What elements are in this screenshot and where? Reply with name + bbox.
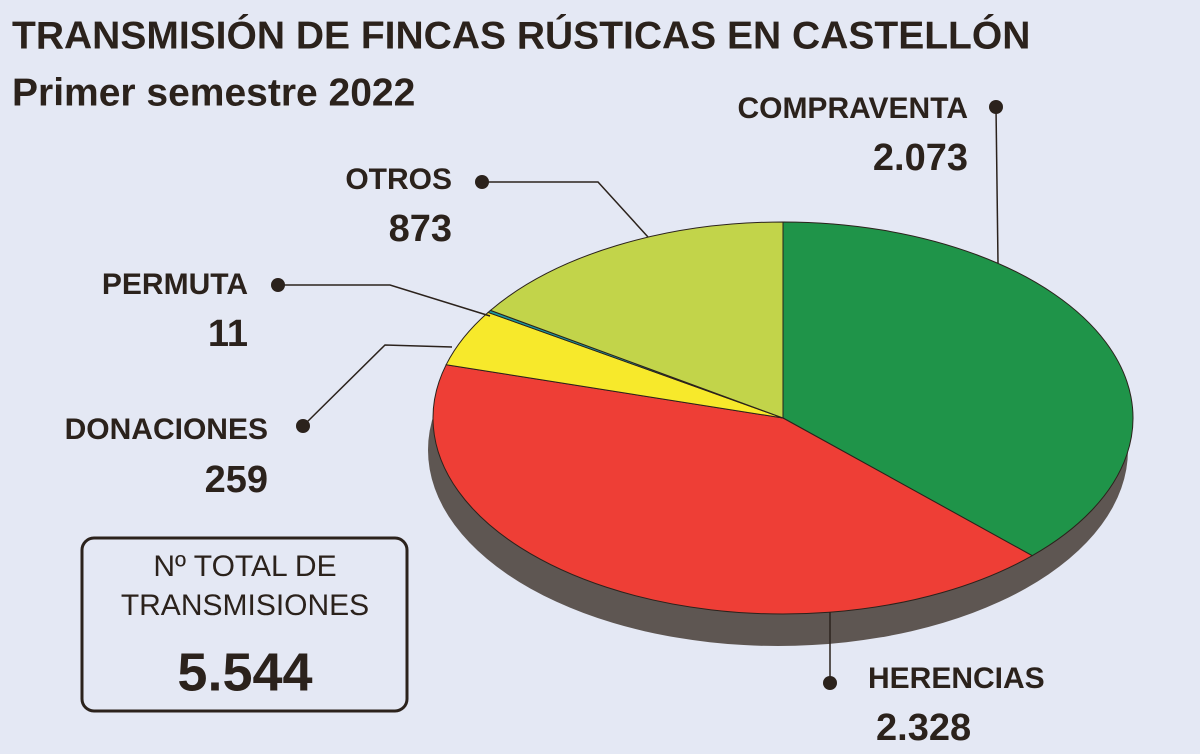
leader-line [302,344,453,427]
value-label: 11 [208,313,248,355]
pie-slice [782,221,1134,557]
leader-dot [271,278,285,292]
leader-dot [823,676,837,690]
value-label: 259 [205,459,268,501]
value-label: 2.073 [873,137,968,179]
value-label: 873 [389,208,452,250]
slice-label: COMPRAVENTA [737,92,968,125]
slice-label: OTROS [345,163,452,196]
chart-subtitle: Primer semestre 2022 [12,71,415,114]
pie [428,221,1134,646]
total-value: 5.544 [177,642,312,702]
pie-slice [432,364,1034,615]
leader-line [278,284,491,317]
chart-title: TRANSMISIÓN DE FINCAS RÚSTICAS EN CASTEL… [12,13,1030,57]
leader-line [482,181,649,238]
leader-line [995,106,999,264]
slice-label: HERENCIAS [868,662,1045,695]
total-frame [80,536,409,713]
leader-dot [989,100,1003,114]
pie-slice [489,221,784,419]
leader-dot [296,419,310,433]
total-box: Nº TOTAL DE TRANSMISIONES 5.544 [80,536,409,713]
total-caption: Nº TOTAL DE [153,550,336,583]
slice-label: DONACIONES [65,413,268,446]
value-label: 2.328 [876,707,971,749]
leader-dot [475,175,489,189]
slice-label: PERMUTA [102,268,248,301]
total-caption: TRANSMISIONES [121,589,369,622]
leaders [271,100,1003,690]
